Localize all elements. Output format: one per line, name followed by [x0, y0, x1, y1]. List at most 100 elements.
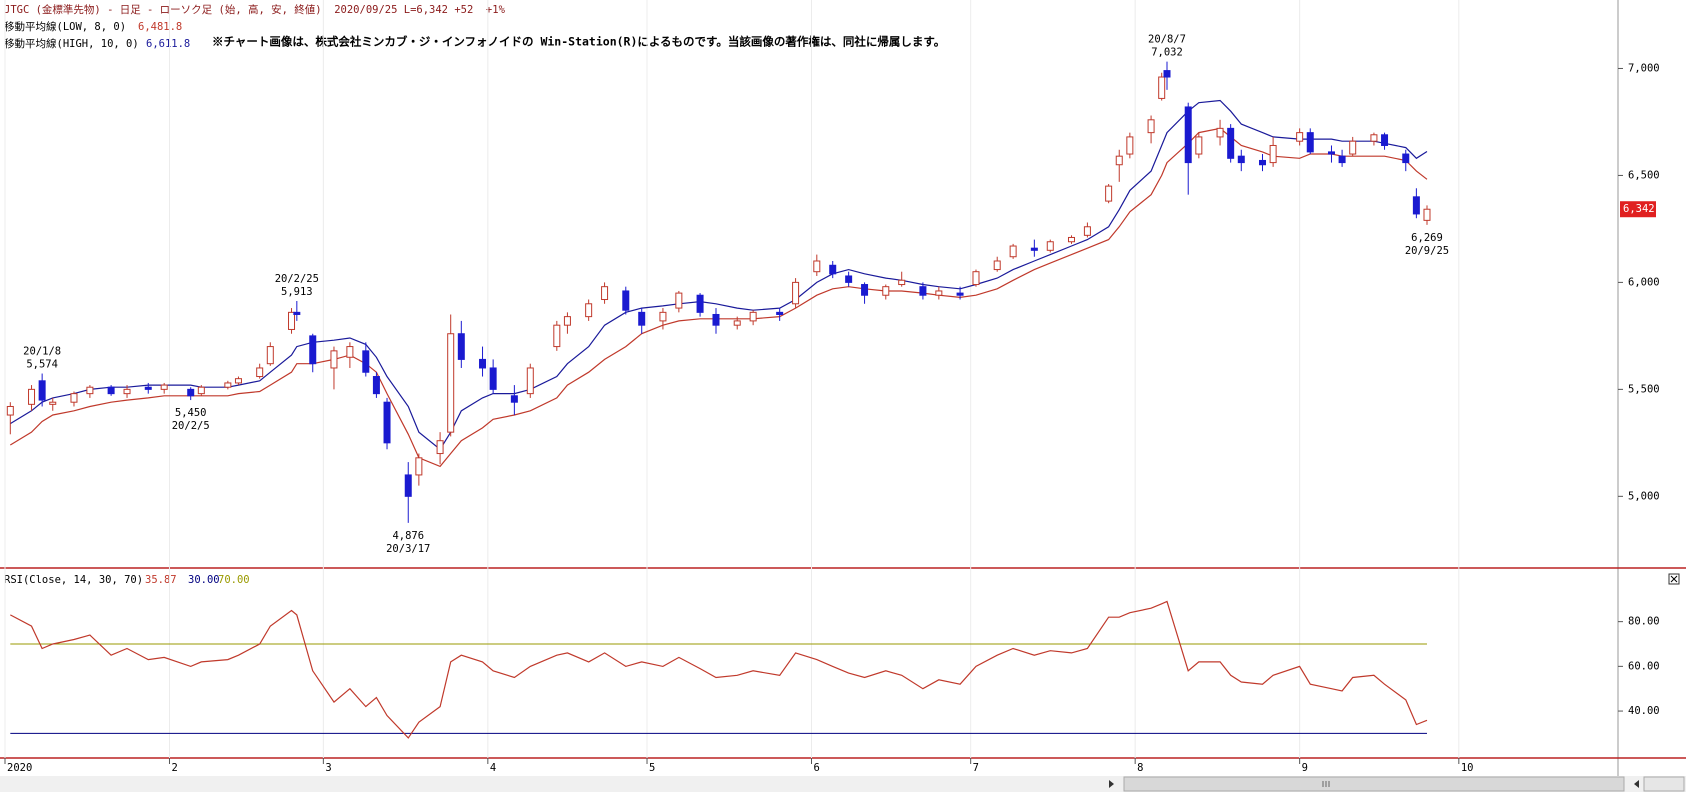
series-line: [9, 127, 1428, 468]
zoom-buttons[interactable]: [1643, 776, 1685, 792]
rsi-value: 35.87: [145, 574, 177, 586]
candle-body: [622, 290, 630, 311]
candle-body: [1158, 76, 1166, 99]
candle-body: [86, 386, 94, 395]
candle-body: [1195, 136, 1203, 155]
candle-body: [972, 271, 980, 286]
candle-body: [526, 367, 534, 395]
annotation-price: 5,574: [26, 359, 58, 371]
candle-body: [415, 457, 423, 476]
y-tick-label: 6,500: [1628, 169, 1660, 181]
candle-body: [1370, 134, 1378, 142]
candle-body: [882, 286, 890, 296]
candle-body: [144, 386, 152, 390]
candle-body: [1067, 236, 1075, 243]
candle-body: [309, 335, 317, 365]
candle-body: [1126, 136, 1134, 155]
candle-body: [675, 292, 683, 309]
x-tick-label: 10: [1461, 762, 1474, 774]
last-price-label: 6,342: [1623, 203, 1655, 215]
candle-body: [510, 395, 518, 403]
candle-body: [749, 311, 757, 322]
series-line: [9, 99, 1428, 451]
x-tick-label: 6: [814, 762, 820, 774]
annotation-price: 5,913: [281, 286, 313, 298]
annotation-price: 5,450: [175, 407, 207, 419]
candle-body: [6, 405, 14, 416]
y-tick-label: 40.00: [1628, 705, 1660, 717]
candle-body: [845, 275, 853, 283]
legend-value: 6,481.8: [138, 21, 182, 33]
candle-body: [1083, 226, 1091, 236]
series-line: [10, 600, 1428, 739]
candle-body: [1237, 155, 1245, 164]
annotation-price: 7,032: [1151, 47, 1183, 59]
candle-body: [38, 380, 46, 401]
candle-body: [197, 386, 205, 395]
x-tick-label: 9: [1302, 762, 1308, 774]
candle-body: [638, 311, 646, 326]
rsi-level-label: 30.00: [188, 574, 220, 586]
candle-body: [49, 401, 57, 405]
candle-body: [362, 350, 370, 373]
annotation-date: 20/8/7: [1148, 34, 1186, 46]
candle-body: [372, 376, 380, 395]
candle-body: [696, 294, 704, 313]
candle-body: [1259, 159, 1267, 166]
last-price-box: [1620, 201, 1656, 218]
scrollbar-thumb[interactable]: [1123, 776, 1625, 792]
candle-body: [1402, 153, 1410, 164]
candle-body: [861, 284, 869, 296]
candle-body: [993, 260, 1001, 271]
x-tick-label: 2: [171, 762, 177, 774]
annotation-price: 4,876: [392, 530, 424, 542]
candle-body: [187, 388, 195, 397]
copyright-note: ※チャート画像は、株式会社ミンカブ・ジ・インフォノイドの Win-Station…: [212, 35, 945, 49]
candle-body: [457, 333, 465, 360]
x-tick-label: 2020: [7, 762, 32, 774]
candle-body: [1423, 208, 1431, 221]
y-tick-label: 5,000: [1628, 490, 1660, 502]
candle-body: [383, 401, 391, 444]
x-tick-label: 4: [490, 762, 496, 774]
y-tick-label: 80.00: [1628, 616, 1660, 628]
x-tick-label: 3: [325, 762, 331, 774]
candle-body: [1349, 140, 1357, 155]
rsi-label: RSI(Close, 14, 30, 70): [4, 574, 143, 586]
candle-body: [553, 324, 561, 348]
candle-body: [1184, 106, 1192, 164]
candle-body: [1163, 70, 1171, 78]
candle-body: [829, 264, 837, 275]
legend-value: 6,611.8: [146, 38, 190, 50]
candle-body: [404, 474, 412, 497]
candle-body: [160, 384, 168, 390]
scrollbar-grip: [1322, 781, 1330, 787]
candle-body: [585, 303, 593, 318]
candle-body: [266, 346, 274, 365]
candle-body: [776, 311, 784, 315]
candle-body: [956, 292, 964, 296]
candle-body: [256, 367, 264, 378]
candle-body: [1269, 144, 1277, 164]
candle-body: [107, 386, 115, 395]
y-tick-label: 60.00: [1628, 660, 1660, 672]
candle-body: [813, 260, 821, 273]
candle-body: [1338, 155, 1346, 164]
legend-label: 移動平均線(LOW, 8, 0): [4, 20, 126, 33]
candle-body: [330, 350, 338, 369]
candle-body: [563, 316, 571, 326]
candle-body: [288, 311, 296, 330]
candle-body: [447, 333, 455, 433]
annotation-date: 20/9/25: [1405, 245, 1449, 257]
candle-body: [1147, 119, 1155, 134]
x-tick-label: 5: [649, 762, 655, 774]
candle-body: [935, 290, 943, 296]
close-icon: [1670, 575, 1678, 583]
candle-body: [1105, 185, 1113, 202]
candle-body: [1009, 245, 1017, 258]
candle-body: [123, 388, 131, 395]
candle-body: [234, 378, 242, 384]
candle-body: [1030, 247, 1038, 251]
